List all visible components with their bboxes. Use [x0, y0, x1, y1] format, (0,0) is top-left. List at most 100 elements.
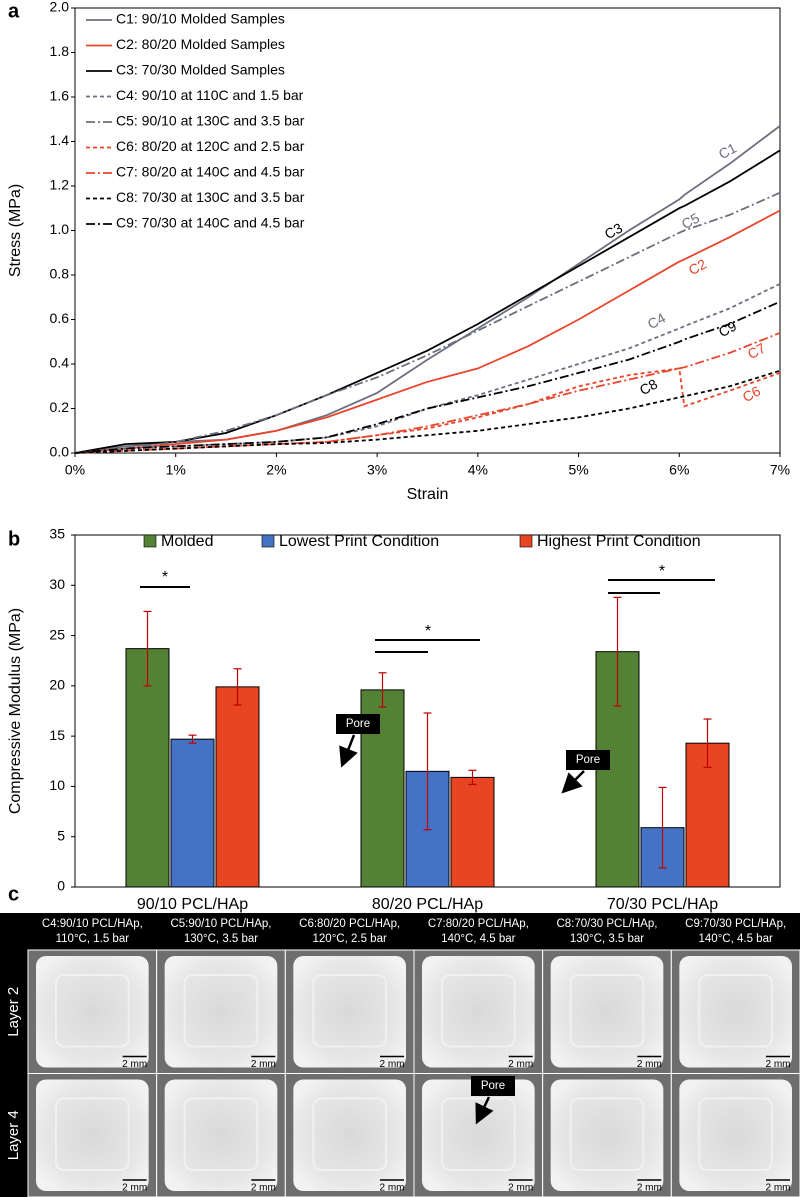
y-tick-label: 30 — [49, 576, 65, 592]
y-tick-label: 0.8 — [50, 266, 70, 282]
y-axis-label: Stress (MPa) — [7, 184, 24, 277]
curve-label: C3 — [602, 219, 626, 242]
error-bar — [188, 734, 197, 744]
y-tick-label: 15 — [49, 727, 65, 743]
sample-pattern — [569, 1097, 645, 1171]
sample-image — [293, 1079, 406, 1191]
row-label: Layer 2 — [5, 987, 22, 1037]
legend-label: C2: 80/20 Molded Samples — [116, 36, 285, 52]
y-tick-label: 1.4 — [50, 132, 70, 148]
sample-image — [36, 1079, 149, 1191]
curve-label: C1 — [716, 139, 740, 162]
sample-pattern — [441, 1097, 516, 1171]
y-tick-label: 10 — [49, 777, 65, 793]
curve — [74, 209, 781, 454]
y-tick-label: 0.0 — [50, 444, 70, 460]
legend-label: C7: 80/20 at 140C and 4.5 bar — [116, 164, 305, 180]
error-bar — [658, 786, 667, 869]
x-tick-label: 4% — [468, 462, 488, 478]
bar — [170, 738, 215, 888]
curve-label: C9 — [716, 317, 740, 340]
sample-pattern — [183, 974, 259, 1048]
error-bar — [233, 668, 242, 706]
plot-frame — [74, 7, 781, 454]
sample-pattern — [312, 1097, 388, 1171]
y-tick-label: 0.6 — [50, 310, 70, 326]
y-axis-label: Compressive Modulus (MPa) — [7, 608, 24, 814]
row-strip — [0, 950, 28, 1197]
sample-pattern — [183, 1097, 259, 1171]
column-label: C9:70/30 PCL/HAp, — [685, 918, 786, 930]
pore-label: Pore — [576, 754, 600, 766]
legend-swatch — [519, 534, 533, 548]
sample-image — [679, 1079, 792, 1191]
column-label: 140°C, 4.5 bar — [441, 933, 515, 945]
scale-bar-label: 2 mm — [637, 1183, 662, 1194]
legend-swatch — [261, 534, 275, 548]
y-tick-label: 25 — [49, 626, 65, 642]
sample-image — [164, 1079, 278, 1191]
curve — [74, 191, 781, 454]
scale-bar-label: 2 mm — [251, 1183, 276, 1194]
image-header — [0, 913, 800, 950]
legend-label: C9: 70/30 at 140C and 4.5 bar — [116, 215, 305, 231]
y-tick-label: 35 — [49, 526, 65, 542]
scale-bar-label: 2 mm — [251, 1059, 276, 1070]
legend-label: C1: 90/10 Molded Samples — [116, 11, 285, 27]
x-axis-label: Strain — [407, 486, 449, 503]
sample-image — [422, 956, 535, 1068]
sample-image — [550, 956, 664, 1068]
legend-label: C8: 70/30 at 130C and 3.5 bar — [116, 189, 305, 205]
x-tick-label: 3% — [367, 462, 387, 478]
y-tick-label: 2.0 — [50, 0, 70, 15]
curve — [74, 125, 781, 454]
error-bar — [423, 712, 432, 831]
sample-pattern — [698, 974, 773, 1048]
significance-label: * — [425, 623, 431, 640]
y-tick-label: 5 — [57, 827, 65, 843]
sample-image — [164, 956, 278, 1068]
scale-bar-label: 2 mm — [766, 1059, 791, 1070]
panel-label: b — [8, 528, 20, 550]
column-label: 130°C, 3.5 bar — [570, 933, 644, 945]
legend-swatch — [143, 534, 157, 548]
curve-label: C4 — [645, 309, 669, 332]
panel-label: c — [8, 883, 19, 905]
x-tick-label: 7% — [770, 462, 790, 478]
legend-label: C4: 90/10 at 110C and 1.5 bar — [116, 87, 304, 103]
legend-label: C3: 70/30 Molded Samples — [116, 62, 285, 78]
significance-label: * — [162, 569, 168, 586]
error-bar — [468, 769, 477, 786]
pore-label: Pore — [346, 718, 370, 730]
legend-label: C5: 90/10 at 130C and 3.5 bar — [116, 113, 305, 129]
error-bar — [703, 718, 712, 768]
pore-arrow — [475, 1096, 494, 1125]
scale-bar-label: 2 mm — [380, 1183, 405, 1194]
pore-arrow — [561, 770, 585, 794]
curve-label: C7 — [745, 339, 769, 362]
row-label: Layer 4 — [5, 1110, 22, 1160]
legend-label: Lowest Print Condition — [279, 533, 439, 550]
sample-image — [36, 956, 149, 1068]
sample-image — [422, 1079, 535, 1191]
pore-box — [471, 1076, 515, 1096]
scale-bar-label: 2 mm — [122, 1183, 147, 1194]
y-tick-label: 1.0 — [50, 221, 70, 237]
curve-label: C2 — [686, 255, 710, 278]
y-tick-label: 20 — [49, 677, 65, 693]
sample-pattern — [55, 1097, 130, 1171]
significance-label: * — [659, 563, 665, 580]
column-label: C8:70/30 PCL/HAp, — [556, 918, 657, 930]
x-tick-label: 70/30 PCL/HAp — [607, 896, 718, 913]
bar — [125, 648, 170, 888]
y-tick-label: 0.4 — [50, 355, 70, 371]
curve-label: C8 — [637, 375, 661, 398]
y-tick-label: 1.6 — [50, 88, 70, 104]
bar — [215, 686, 260, 888]
y-tick-label: 1.8 — [50, 43, 70, 59]
curve — [74, 369, 781, 454]
sample-pattern — [441, 974, 516, 1048]
curve — [74, 300, 781, 454]
scale-bar-label: 2 mm — [766, 1183, 791, 1194]
